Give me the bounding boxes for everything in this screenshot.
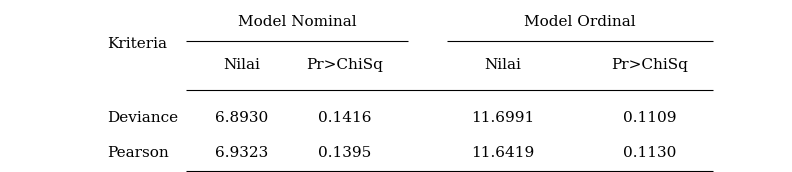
Text: 11.6419: 11.6419: [471, 146, 535, 160]
Text: Kriteria: Kriteria: [107, 37, 167, 51]
Text: 0.1130: 0.1130: [623, 146, 676, 160]
Text: Pr>ChiSq: Pr>ChiSq: [611, 58, 688, 72]
Text: 11.6991: 11.6991: [471, 111, 535, 125]
Text: Pearson: Pearson: [107, 146, 169, 160]
Text: Model Nominal: Model Nominal: [238, 15, 356, 29]
Text: Nilai: Nilai: [485, 58, 521, 72]
Text: Nilai: Nilai: [223, 58, 260, 72]
Text: 6.9323: 6.9323: [215, 146, 268, 160]
Text: Deviance: Deviance: [107, 111, 178, 125]
Text: 6.8930: 6.8930: [215, 111, 268, 125]
Text: 0.1416: 0.1416: [318, 111, 371, 125]
Text: Pr>ChiSq: Pr>ChiSq: [306, 58, 383, 72]
Text: 0.1395: 0.1395: [318, 146, 371, 160]
Text: Model Ordinal: Model Ordinal: [524, 15, 636, 29]
Text: 0.1109: 0.1109: [623, 111, 676, 125]
